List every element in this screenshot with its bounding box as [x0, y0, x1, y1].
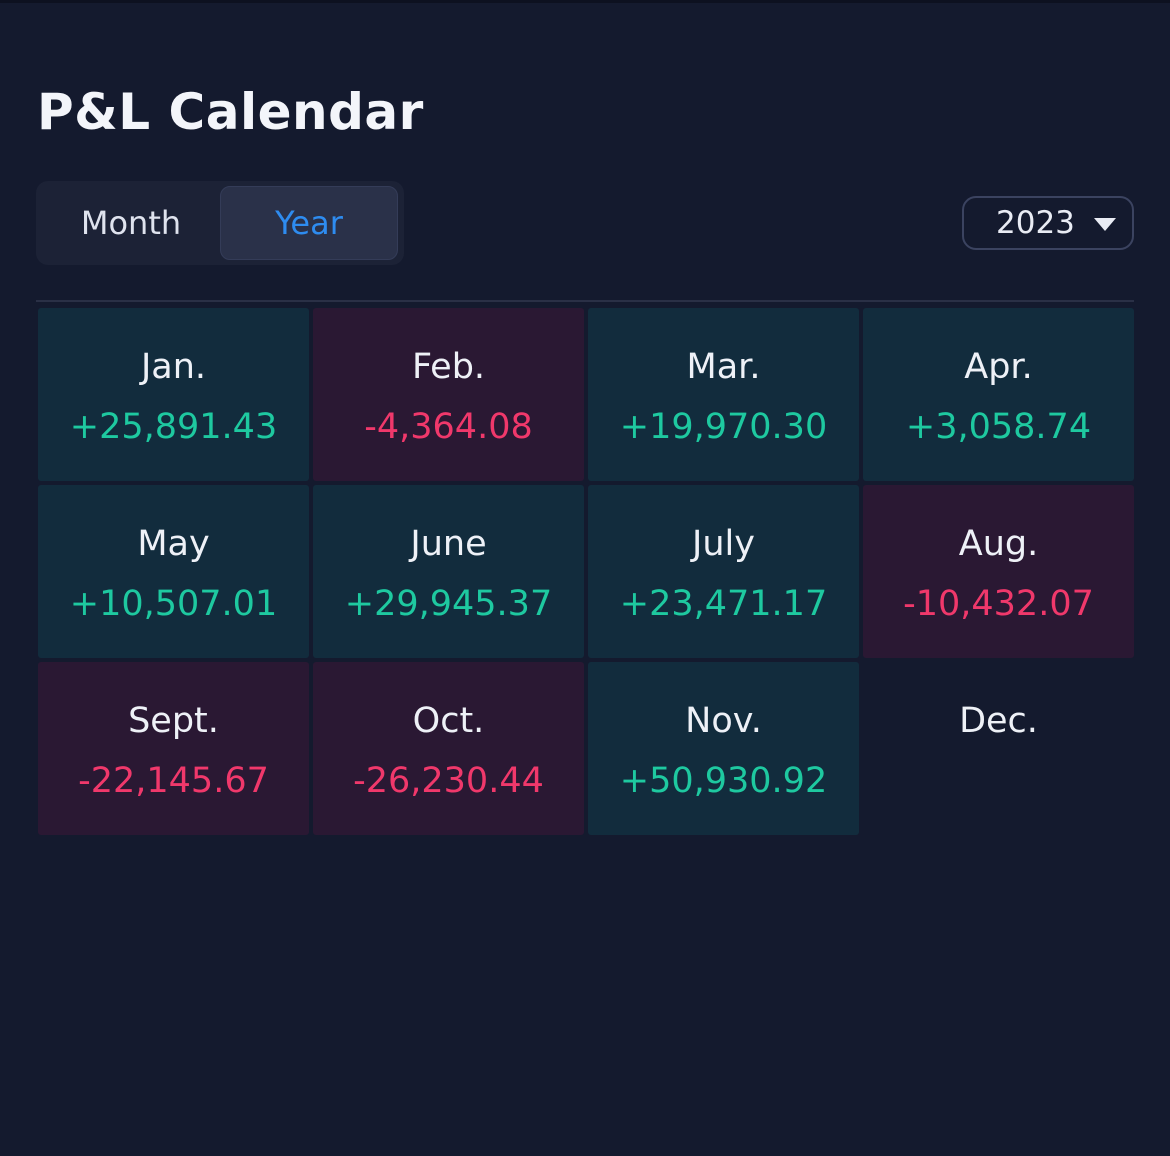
month-cell-mar[interactable]: Mar. +19,970.30: [588, 308, 859, 481]
month-cell-may[interactable]: May +10,507.01: [38, 485, 309, 658]
month-pnl: -4,364.08: [364, 407, 533, 447]
month-cell-feb[interactable]: Feb. -4,364.08: [313, 308, 584, 481]
year-tab[interactable]: Year: [220, 186, 398, 260]
month-pnl: +50,930.92: [619, 761, 828, 801]
month-cell-dec[interactable]: Dec.: [863, 662, 1134, 835]
month-pnl: +3,058.74: [905, 407, 1092, 447]
month-cell-nov[interactable]: Nov. +50,930.92: [588, 662, 859, 835]
month-pnl: -22,145.67: [78, 761, 269, 801]
month-name: Dec.: [959, 701, 1038, 741]
divider: [36, 300, 1134, 302]
year-dropdown[interactable]: 2023: [962, 196, 1134, 250]
page-title: P&L Calendar: [37, 83, 424, 141]
month-name: May: [137, 524, 210, 564]
month-cell-apr[interactable]: Apr. +3,058.74: [863, 308, 1134, 481]
month-tab[interactable]: Month: [80, 204, 182, 242]
month-pnl: -10,432.07: [903, 584, 1094, 624]
month-cell-aug[interactable]: Aug. -10,432.07: [863, 485, 1134, 658]
month-pnl: +29,945.37: [344, 584, 553, 624]
month-name: Jan.: [140, 347, 207, 387]
month-pnl: +23,471.17: [619, 584, 828, 624]
month-name: Oct.: [412, 701, 485, 741]
caret-down-icon: [1094, 218, 1116, 231]
month-name: July: [692, 524, 755, 564]
month-pnl: -26,230.44: [353, 761, 544, 801]
month-name: Nov.: [685, 701, 762, 741]
month-name: Mar.: [686, 347, 761, 387]
month-cell-jul[interactable]: July +23,471.17: [588, 485, 859, 658]
month-name: Apr.: [964, 347, 1033, 387]
month-pnl: +25,891.43: [69, 407, 278, 447]
month-name: Aug.: [958, 524, 1039, 564]
month-cell-oct[interactable]: Oct. -26,230.44: [313, 662, 584, 835]
month-pnl: +10,507.01: [69, 584, 278, 624]
view-toggle: Month Year: [36, 181, 404, 265]
month-cell-sep[interactable]: Sept. -22,145.67: [38, 662, 309, 835]
month-grid: Jan. +25,891.43 Feb. -4,364.08 Mar. +19,…: [38, 308, 1134, 835]
month-name: Feb.: [411, 347, 486, 387]
month-name: Sept.: [128, 701, 219, 741]
year-dropdown-value: 2023: [996, 205, 1075, 241]
month-cell-jun[interactable]: June +29,945.37: [313, 485, 584, 658]
month-name: June: [410, 524, 487, 564]
top-edge: [0, 0, 1170, 3]
month-pnl: +19,970.30: [619, 407, 828, 447]
month-cell-jan[interactable]: Jan. +25,891.43: [38, 308, 309, 481]
